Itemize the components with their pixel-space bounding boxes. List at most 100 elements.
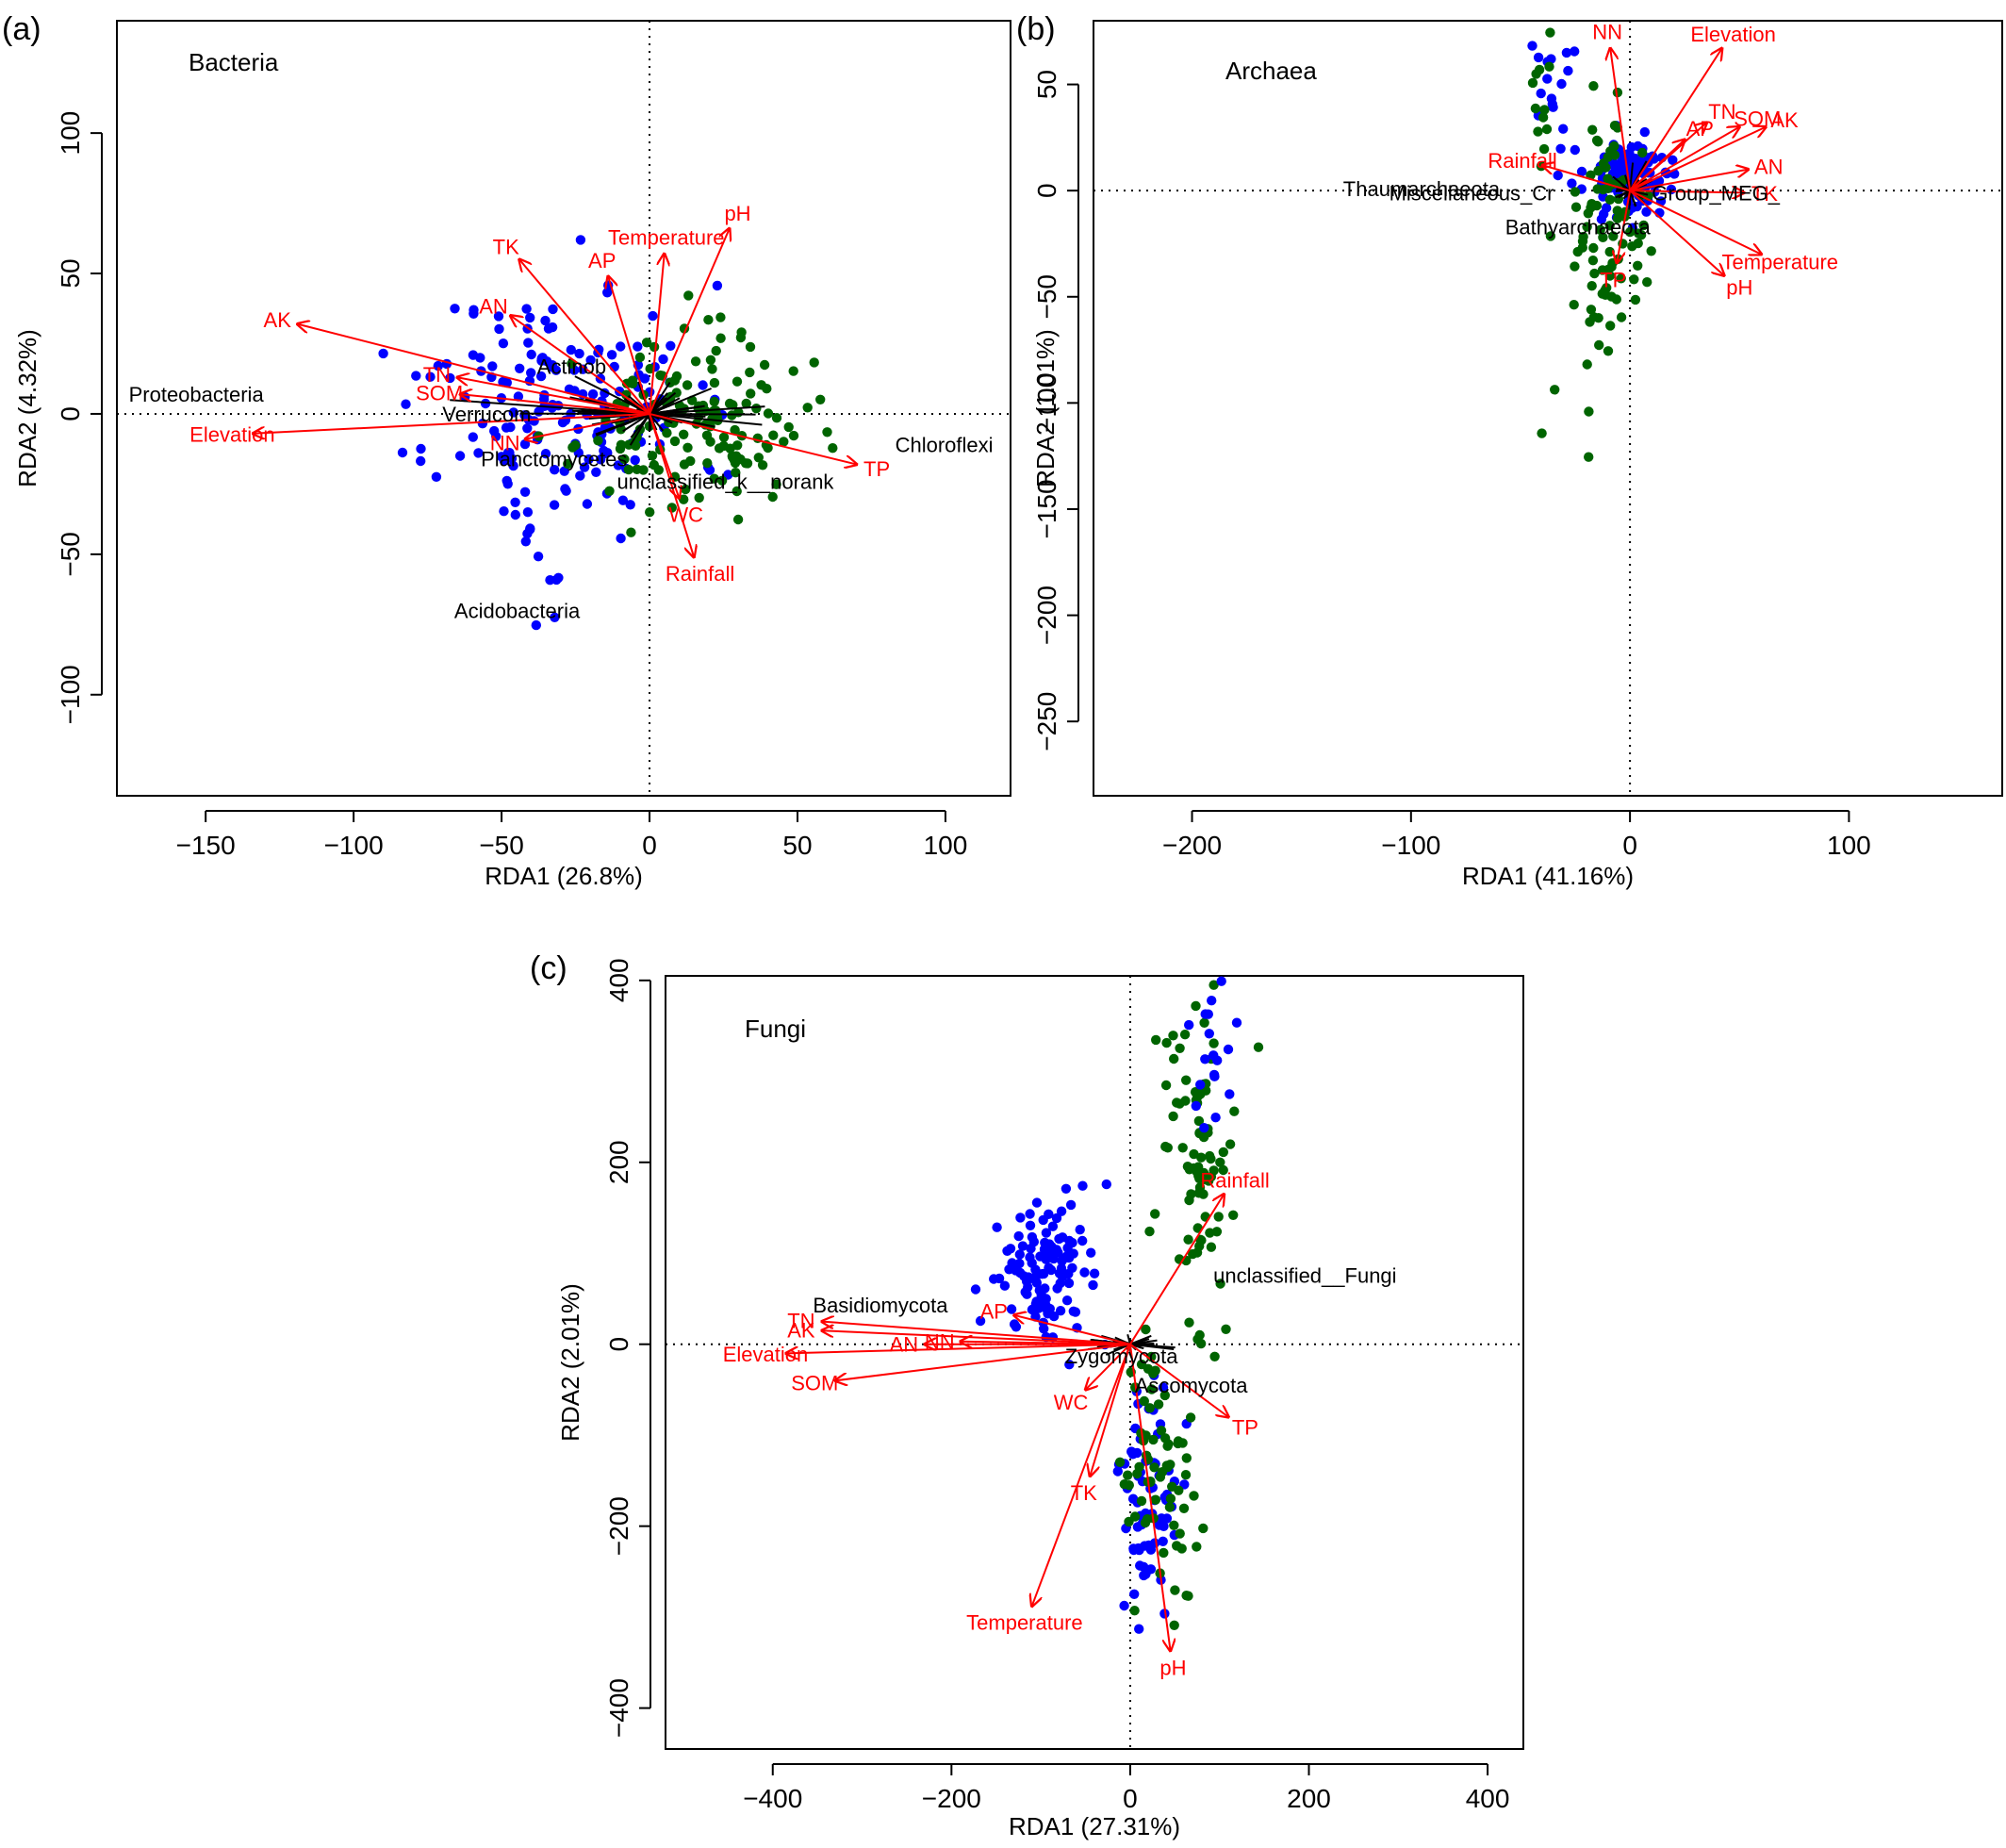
sample-point [1570, 46, 1580, 57]
sample-point [1570, 261, 1580, 272]
sample-point [1569, 300, 1579, 310]
env-vector-label: AK [787, 1318, 815, 1342]
env-vector-arrow [786, 1343, 1130, 1354]
sample-point [1588, 242, 1599, 254]
sample-point [1128, 1544, 1139, 1556]
sample-point [508, 460, 518, 471]
taxon-label: unclassified__Fungi [1213, 1263, 1396, 1287]
plot-marks: NN ElevationTNSOMAKAPANRainfallTKTemperat… [1343, 21, 1838, 462]
env-vector-label: TP [863, 457, 890, 481]
sample-point [526, 349, 536, 360]
sample-point [1160, 1080, 1172, 1091]
y-axis-title: RDA2 (2.01%) [556, 1283, 584, 1442]
sample-points [970, 976, 1264, 1634]
sample-point [593, 436, 603, 446]
sample-point [1598, 158, 1609, 169]
sample-point [1119, 1600, 1129, 1611]
sample-point [1218, 1164, 1228, 1176]
sample-point [1114, 1457, 1126, 1468]
sample-point [709, 396, 719, 407]
sample-point [1170, 1585, 1180, 1595]
sample-point [1570, 187, 1581, 197]
sample-point [702, 458, 713, 469]
sample-point [513, 391, 524, 402]
env-vector-label: Elevation [723, 1343, 809, 1366]
sample-point [1159, 1433, 1171, 1444]
sample-point [1088, 1279, 1098, 1291]
sample-point [1161, 1037, 1172, 1048]
sample-point [584, 454, 594, 465]
sample-point [1064, 1360, 1075, 1370]
sample-point [1060, 1252, 1071, 1263]
sample-point [815, 394, 826, 404]
sample-point [1625, 226, 1636, 238]
sample-point [1061, 1295, 1073, 1306]
x-tick-label: −50 [479, 831, 524, 860]
sample-point [1616, 273, 1626, 284]
sample-point [1602, 283, 1612, 293]
sample-point [1210, 1113, 1221, 1123]
taxon-hub-line [649, 412, 706, 418]
sample-point [1556, 78, 1567, 90]
sample-point [623, 464, 634, 475]
sample-point [1165, 1493, 1176, 1504]
sample-point [1136, 1359, 1147, 1370]
sample-point [1215, 1157, 1225, 1168]
sample-point [616, 341, 626, 352]
plot-frame [665, 975, 1524, 1750]
sample-point [1198, 1189, 1209, 1199]
sample-point [1195, 1080, 1206, 1090]
sample-point [1086, 1247, 1096, 1258]
sample-point [1633, 260, 1643, 271]
y-tick-label: 0 [1032, 183, 1061, 198]
x-tick-label: 0 [642, 831, 657, 860]
sample-point [1550, 385, 1560, 395]
sample-point [1077, 1235, 1088, 1246]
sample-point [771, 413, 782, 423]
taxon-hub-line [649, 413, 665, 432]
sample-point [1184, 1164, 1195, 1175]
y-tick-label: 50 [1032, 70, 1061, 99]
sample-point [1165, 1460, 1176, 1470]
panel-label: (a) [2, 11, 41, 47]
sample-point [523, 338, 534, 348]
sample-point [416, 443, 426, 454]
sample-point [1211, 1227, 1223, 1237]
env-vector-arrow [649, 413, 694, 557]
sample-point [629, 437, 640, 447]
sample-point [521, 304, 532, 314]
sample-point [526, 368, 536, 378]
sample-point [617, 495, 629, 505]
sample-point [531, 619, 541, 631]
env-vector-arrow [253, 412, 650, 434]
sample-point [735, 332, 747, 343]
y-tick-label: −50 [1032, 274, 1061, 320]
taxon-hub-line [1129, 1343, 1155, 1345]
env-vector-label: TP [1232, 1416, 1258, 1440]
env-vector-arrow [525, 412, 650, 439]
sample-point [1253, 1042, 1264, 1052]
env-vector-label: TK [493, 235, 519, 258]
sample-point [1537, 112, 1549, 123]
sample-point [1077, 1180, 1088, 1191]
x-axis: −150 −100 −50 0 50 100 [176, 810, 967, 860]
sample-point [1025, 1252, 1035, 1262]
sample-point [1159, 1521, 1169, 1532]
sample-point [1668, 155, 1678, 165]
sample-point [1134, 1461, 1144, 1473]
sample-point [1624, 150, 1635, 161]
sample-point [1188, 1248, 1198, 1260]
sample-point [1075, 1225, 1085, 1235]
sample-point [477, 419, 488, 429]
sample-point [564, 384, 575, 394]
env-vector-label: Elevation [189, 423, 275, 447]
sample-point [1612, 206, 1623, 216]
sample-point [683, 290, 694, 301]
sample-point [1019, 1271, 1029, 1281]
sample-point [731, 468, 741, 478]
sample-point [1055, 1278, 1065, 1289]
sample-point [1533, 126, 1543, 137]
sample-point [1124, 1516, 1134, 1527]
